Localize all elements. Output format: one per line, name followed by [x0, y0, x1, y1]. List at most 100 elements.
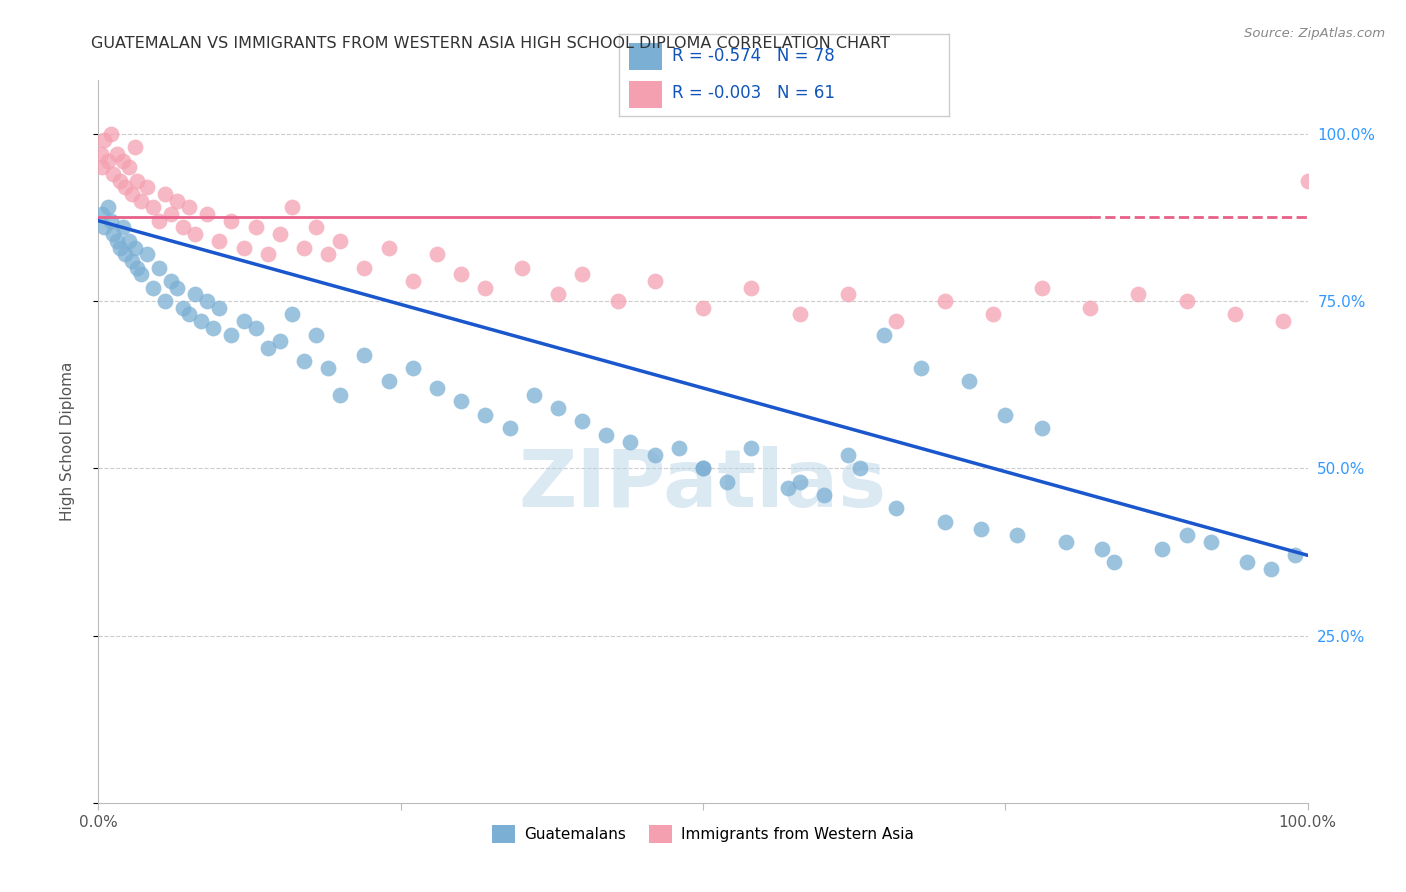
- Point: [353, 260, 375, 275]
- Point: [1272, 314, 1295, 328]
- Point: [195, 207, 218, 221]
- Point: [1031, 421, 1053, 435]
- Point: [184, 227, 207, 242]
- Point: [195, 293, 218, 308]
- Point: [142, 281, 165, 295]
- Point: [93, 220, 115, 235]
- Point: [111, 153, 134, 168]
- Point: [269, 227, 291, 242]
- Point: [1031, 281, 1053, 295]
- Point: [127, 260, 149, 275]
- Point: [135, 247, 157, 261]
- Point: [1260, 562, 1282, 576]
- Point: [160, 207, 183, 221]
- Point: [547, 287, 569, 301]
- Point: [547, 401, 569, 416]
- Point: [153, 187, 176, 202]
- Point: [124, 241, 146, 255]
- Point: [245, 220, 267, 235]
- Point: [644, 274, 666, 288]
- Point: [100, 127, 122, 141]
- Point: [813, 488, 835, 502]
- Point: [292, 354, 315, 368]
- Point: [256, 341, 278, 355]
- Point: [305, 220, 328, 235]
- Point: [179, 307, 201, 322]
- Point: [184, 287, 207, 301]
- Point: [1054, 534, 1077, 549]
- Point: [114, 247, 136, 261]
- Point: [994, 408, 1017, 422]
- Point: [849, 461, 872, 475]
- Point: [190, 314, 212, 328]
- Point: [1199, 534, 1222, 549]
- Point: [100, 213, 122, 227]
- Point: [1128, 287, 1150, 301]
- Point: [221, 213, 243, 227]
- Point: [377, 375, 399, 389]
- Point: [232, 241, 254, 255]
- Point: [121, 254, 143, 268]
- Point: [269, 334, 291, 349]
- Point: [90, 146, 112, 161]
- Bar: [628, 80, 662, 108]
- Point: [91, 161, 114, 175]
- Point: [121, 187, 143, 202]
- Point: [692, 461, 714, 475]
- Text: GUATEMALAN VS IMMIGRANTS FROM WESTERN ASIA HIGH SCHOOL DIPLOMA CORRELATION CHART: GUATEMALAN VS IMMIGRANTS FROM WESTERN AS…: [91, 36, 890, 51]
- Point: [1223, 307, 1246, 322]
- Point: [111, 220, 134, 235]
- Point: [934, 293, 956, 308]
- Point: [716, 475, 738, 489]
- Point: [127, 173, 149, 188]
- Point: [595, 427, 617, 442]
- Point: [129, 268, 152, 282]
- Point: [1152, 541, 1174, 556]
- Point: [129, 194, 152, 208]
- Point: [160, 274, 183, 288]
- Point: [571, 268, 593, 282]
- Point: [957, 375, 980, 389]
- Point: [245, 321, 267, 335]
- Point: [281, 201, 304, 215]
- Point: [934, 515, 956, 529]
- Point: [970, 521, 993, 535]
- Point: [776, 482, 799, 496]
- Point: [837, 287, 859, 301]
- Point: [208, 234, 231, 248]
- Y-axis label: High School Diploma: High School Diploma: [60, 362, 75, 521]
- Point: [571, 414, 593, 428]
- Point: [474, 408, 496, 422]
- Point: [740, 281, 762, 295]
- Point: [118, 161, 141, 175]
- Point: [692, 301, 714, 315]
- Point: [1236, 555, 1258, 569]
- Point: [1078, 301, 1101, 315]
- Point: [208, 301, 231, 315]
- Point: [97, 153, 120, 168]
- Point: [202, 321, 225, 335]
- Point: [523, 387, 546, 401]
- Point: [101, 167, 124, 181]
- Point: [692, 461, 714, 475]
- Point: [1284, 548, 1306, 563]
- Point: [108, 241, 131, 255]
- Point: [166, 194, 188, 208]
- Point: [510, 260, 533, 275]
- Point: [292, 241, 315, 255]
- Point: [105, 146, 128, 161]
- Point: [148, 260, 170, 275]
- Bar: [628, 43, 662, 70]
- Point: [668, 442, 690, 455]
- Point: [97, 201, 120, 215]
- Point: [221, 327, 243, 342]
- Point: [316, 247, 339, 261]
- Point: [179, 201, 201, 215]
- Point: [450, 394, 472, 409]
- Point: [789, 475, 811, 489]
- Point: [142, 201, 165, 215]
- Legend: Guatemalans, Immigrants from Western Asia: Guatemalans, Immigrants from Western Asi…: [486, 819, 920, 849]
- Point: [1175, 293, 1198, 308]
- Point: [498, 421, 520, 435]
- Point: [118, 234, 141, 248]
